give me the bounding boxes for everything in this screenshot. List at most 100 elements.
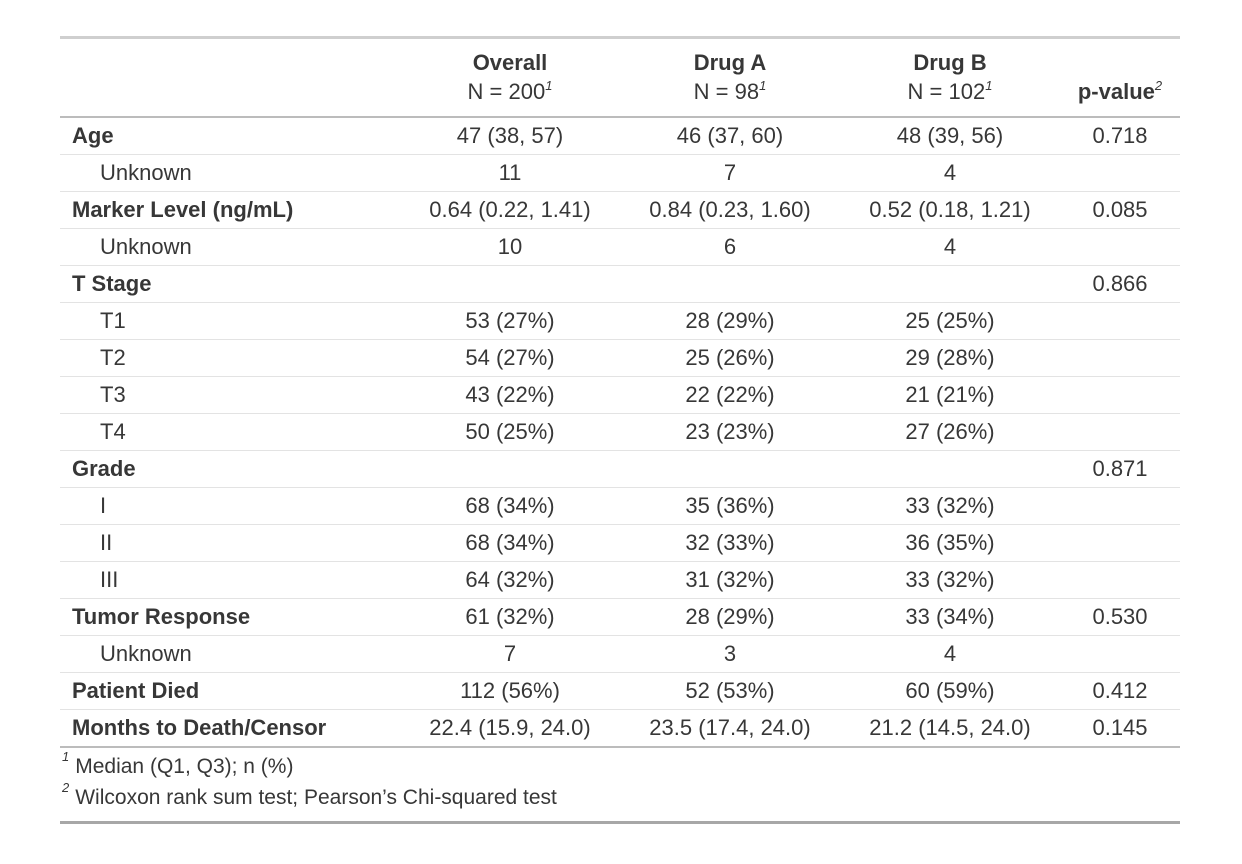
table-footnotes: 1 Median (Q1, Q3); n (%) 2 Wilcoxon rank su… bbox=[60, 748, 1180, 824]
value-cell-p_value: 0.718 bbox=[1060, 117, 1180, 155]
table-row: II 68 (34%) 32 (33%) 36 (35%) bbox=[60, 524, 1180, 562]
table-row: Grade 0.871 bbox=[60, 450, 1180, 488]
value-cell-drug_a: 22 (22%) bbox=[620, 376, 840, 414]
value-cell-drug_a: 3 bbox=[620, 635, 840, 673]
value-cell-drug_a: 31 (32%) bbox=[620, 561, 840, 599]
value-cell-overall: 10 bbox=[400, 228, 620, 266]
value-cell-p_value: 0.412 bbox=[1060, 672, 1180, 710]
value-cell-overall: 61 (32%) bbox=[400, 598, 620, 636]
value-cell-p_value bbox=[1060, 487, 1180, 525]
table-row: Patient Died 112 (56%) 52 (53%) 60 (59%) 0.4… bbox=[60, 672, 1180, 710]
value-cell-overall: 54 (27%) bbox=[400, 339, 620, 377]
table-row: Unknown 7 3 4 bbox=[60, 635, 1180, 673]
value-cell-drug_a: 7 bbox=[620, 154, 840, 192]
value-cell-overall: 53 (27%) bbox=[400, 302, 620, 340]
value-cell-p_value: 0.866 bbox=[1060, 265, 1180, 303]
row-label-cell: Patient Died bbox=[60, 672, 400, 710]
table-row: T3 43 (22%) 22 (22%) 21 (21%) bbox=[60, 376, 1180, 414]
value-cell-drug_b bbox=[840, 265, 1060, 303]
table-row: T Stage 0.866 bbox=[60, 265, 1180, 303]
value-cell-drug_a: 25 (26%) bbox=[620, 339, 840, 377]
table-row: III 64 (32%) 31 (32%) 33 (32%) bbox=[60, 561, 1180, 599]
value-cell-p_value bbox=[1060, 154, 1180, 192]
value-cell-overall: 112 (56%) bbox=[400, 672, 620, 710]
row-label-cell: Age bbox=[60, 117, 400, 155]
value-cell-drug_b: 27 (26%) bbox=[840, 413, 1060, 451]
footnote-mark-2: 2 bbox=[1154, 77, 1163, 93]
value-cell-drug_a bbox=[620, 265, 840, 303]
row-label-cell: T4 bbox=[60, 413, 400, 451]
value-cell-drug_a: 28 (29%) bbox=[620, 598, 840, 636]
value-cell-drug_a: 35 (36%) bbox=[620, 487, 840, 525]
value-cell-p_value: 0.145 bbox=[1060, 709, 1180, 748]
footnote-mark-2: 2 bbox=[62, 780, 70, 795]
value-cell-overall: 68 (34%) bbox=[400, 524, 620, 562]
value-cell-overall: 64 (32%) bbox=[400, 561, 620, 599]
value-cell-p_value bbox=[1060, 524, 1180, 562]
value-cell-drug_a: 0.84 (0.23, 1.60) bbox=[620, 191, 840, 229]
row-label-cell: T Stage bbox=[60, 265, 400, 303]
header-drug-b-n: N = 102 bbox=[907, 79, 986, 104]
row-label-cell: III bbox=[60, 561, 400, 599]
value-cell-overall: 47 (38, 57) bbox=[400, 117, 620, 155]
value-cell-drug_b: 21 (21%) bbox=[840, 376, 1060, 414]
value-cell-drug_a: 46 (37, 60) bbox=[620, 117, 840, 155]
value-cell-drug_a: 23.5 (17.4, 24.0) bbox=[620, 709, 840, 748]
row-label-cell: I bbox=[60, 487, 400, 525]
row-label-cell: Grade bbox=[60, 450, 400, 488]
value-cell-p_value bbox=[1060, 413, 1180, 451]
value-cell-drug_b: 4 bbox=[840, 154, 1060, 192]
row-label-cell: Marker Level (ng/mL) bbox=[60, 191, 400, 229]
value-cell-drug_b: 4 bbox=[840, 635, 1060, 673]
value-cell-drug_b: 36 (35%) bbox=[840, 524, 1060, 562]
value-cell-overall: 0.64 (0.22, 1.41) bbox=[400, 191, 620, 229]
header-overall-n: N = 200 bbox=[467, 79, 546, 104]
value-cell-drug_b: 29 (28%) bbox=[840, 339, 1060, 377]
row-label-cell: Unknown bbox=[60, 228, 400, 266]
value-cell-drug_a: 28 (29%) bbox=[620, 302, 840, 340]
footnote-1: 1 Median (Q1, Q3); n (%) bbox=[62, 749, 294, 778]
header-drug-a: Drug A N = 981 bbox=[620, 36, 840, 118]
row-label-cell: T2 bbox=[60, 339, 400, 377]
table-row: T4 50 (25%) 23 (23%) 27 (26%) bbox=[60, 413, 1180, 451]
value-cell-overall: 22.4 (15.9, 24.0) bbox=[400, 709, 620, 748]
value-cell-p_value bbox=[1060, 376, 1180, 414]
value-cell-drug_b: 33 (34%) bbox=[840, 598, 1060, 636]
value-cell-overall: 11 bbox=[400, 154, 620, 192]
value-cell-drug_a: 23 (23%) bbox=[620, 413, 840, 451]
table-row: Age 47 (38, 57) 46 (37, 60) 48 (39, 56) 0.71… bbox=[60, 117, 1180, 155]
row-label-cell: II bbox=[60, 524, 400, 562]
value-cell-overall: 43 (22%) bbox=[400, 376, 620, 414]
row-label-cell: Months to Death/Censor bbox=[60, 709, 400, 748]
header-drug-a-label: Drug A bbox=[693, 50, 767, 75]
footnote-mark-1: 1 bbox=[759, 77, 767, 93]
footnote-2: 2 Wilcoxon rank sum test; Pearson’s Chi-s… bbox=[62, 780, 557, 809]
value-cell-drug_b: 33 (32%) bbox=[840, 487, 1060, 525]
value-cell-p_value bbox=[1060, 339, 1180, 377]
row-label-cell: Tumor Response bbox=[60, 598, 400, 636]
header-overall: Overall N = 2001 bbox=[400, 36, 620, 118]
footnote-mark-1: 1 bbox=[545, 77, 553, 93]
table-row: Marker Level (ng/mL) 0.64 (0.22, 1.41) 0.8… bbox=[60, 191, 1180, 229]
footnote-mark-1: 1 bbox=[62, 749, 70, 764]
value-cell-overall: 50 (25%) bbox=[400, 413, 620, 451]
value-cell-drug_b: 60 (59%) bbox=[840, 672, 1060, 710]
value-cell-drug_a: 52 (53%) bbox=[620, 672, 840, 710]
header-overall-label: Overall bbox=[472, 50, 548, 75]
value-cell-drug_a: 32 (33%) bbox=[620, 524, 840, 562]
row-label-cell: T3 bbox=[60, 376, 400, 414]
value-cell-drug_a: 6 bbox=[620, 228, 840, 266]
table-row: Months to Death/Censor 22.4 (15.9, 24.0) 2… bbox=[60, 709, 1180, 748]
value-cell-p_value bbox=[1060, 302, 1180, 340]
header-drug-b: Drug B N = 1021 bbox=[840, 36, 1060, 118]
value-cell-drug_b: 25 (25%) bbox=[840, 302, 1060, 340]
value-cell-drug_b bbox=[840, 450, 1060, 488]
row-label-cell: Unknown bbox=[60, 635, 400, 673]
header-characteristic bbox=[60, 36, 400, 118]
value-cell-drug_b: 0.52 (0.18, 1.21) bbox=[840, 191, 1060, 229]
